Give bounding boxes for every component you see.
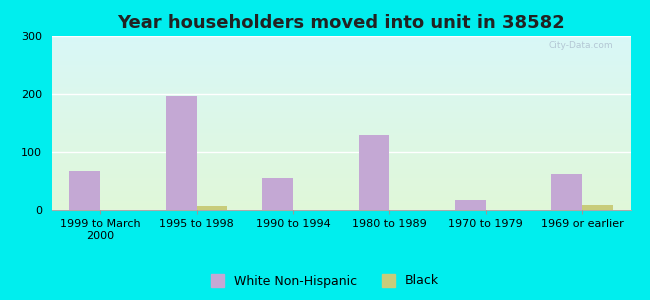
Bar bbox=[582, 206, 613, 210]
Bar bbox=[551, 174, 582, 210]
Bar bbox=[262, 178, 293, 210]
Bar bbox=[455, 200, 486, 210]
Bar bbox=[359, 135, 389, 210]
Bar bbox=[166, 96, 196, 210]
Bar bbox=[196, 206, 227, 210]
Bar bbox=[70, 171, 100, 210]
Title: Year householders moved into unit in 38582: Year householders moved into unit in 385… bbox=[118, 14, 565, 32]
Legend: White Non-Hispanic, Black: White Non-Hispanic, Black bbox=[205, 268, 445, 294]
Text: City-Data.com: City-Data.com bbox=[549, 41, 613, 50]
